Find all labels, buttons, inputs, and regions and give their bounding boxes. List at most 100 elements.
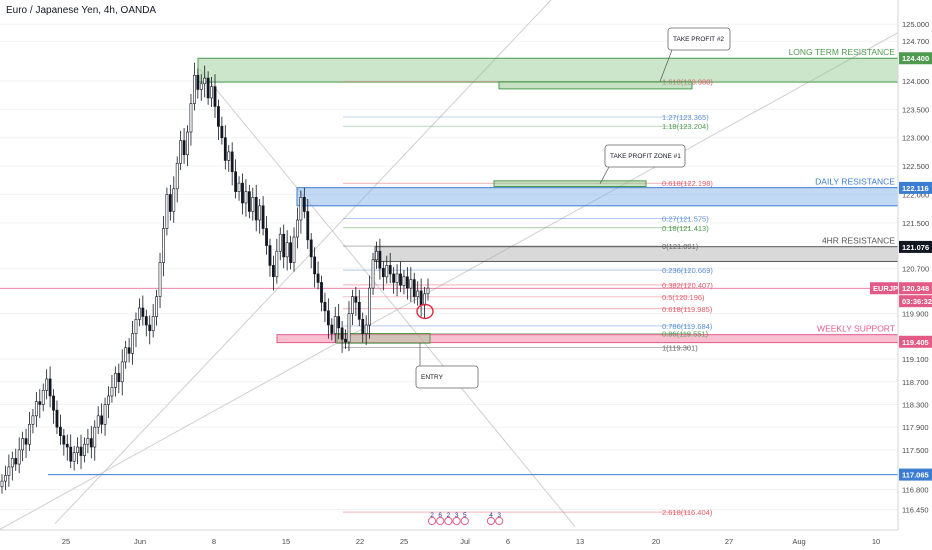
candle xyxy=(213,86,217,107)
candle xyxy=(52,395,55,411)
x-tick-label: Aug xyxy=(792,537,805,546)
candle xyxy=(144,316,148,326)
y-tick-label: 116.800 xyxy=(902,486,929,495)
candle xyxy=(234,171,238,192)
fib-label: 0.618(122.198) xyxy=(662,179,713,188)
candle xyxy=(4,475,7,482)
fib-label: 1(119.301) xyxy=(662,344,698,353)
zone-label: LONG TERM RESISTANCE xyxy=(789,47,896,57)
candle xyxy=(292,236,296,263)
time-axis: 25 Jun 8 15 22 25 Jul 6 13 20 27 Aug 10 xyxy=(0,529,898,546)
candle xyxy=(72,452,76,462)
candle xyxy=(41,389,45,405)
price-tag-bg xyxy=(899,335,932,348)
event-count: 6 xyxy=(438,512,442,519)
candle xyxy=(333,316,337,334)
candle xyxy=(124,347,128,363)
candle xyxy=(210,86,213,99)
price-tag: 03:36:32 xyxy=(899,295,932,308)
y-tick-label: 120.700 xyxy=(902,264,929,273)
event-count: 2 xyxy=(447,512,451,519)
event-icon xyxy=(427,516,437,526)
event-count: 3 xyxy=(455,512,459,519)
candle xyxy=(172,188,176,212)
x-tick-label: Jul xyxy=(460,537,470,546)
callout-box xyxy=(667,27,731,51)
price-tag-text: 03:36:32 xyxy=(902,297,932,306)
zone-label: 4HR RESISTANCE xyxy=(822,236,895,246)
candle xyxy=(423,293,426,306)
candle xyxy=(254,197,258,221)
fib-label: 1.18(123.204) xyxy=(662,122,709,131)
take-profit-2-box xyxy=(498,81,693,90)
price-tag: 122.116 xyxy=(899,181,932,194)
zone-rect xyxy=(374,246,899,262)
candle xyxy=(28,424,31,445)
candle xyxy=(196,74,200,90)
candle xyxy=(220,126,224,139)
price-tag-text: EURJPY xyxy=(873,284,903,293)
candle xyxy=(158,262,162,297)
zone-label: DAILY RESISTANCE xyxy=(815,177,895,187)
candle xyxy=(93,426,97,448)
price-tag-text: 117.065 xyxy=(902,471,929,480)
candle xyxy=(419,290,423,306)
candle xyxy=(83,443,86,456)
candle xyxy=(182,140,186,156)
fib-levels: 1.618(123.988)1.27(123.365)1.18(123.204)… xyxy=(343,78,713,517)
candle xyxy=(103,404,107,425)
candle xyxy=(175,162,179,190)
candle xyxy=(96,415,100,428)
x-tick-label: 10 xyxy=(872,537,880,546)
event-count: 3 xyxy=(497,512,501,519)
candle xyxy=(10,458,14,468)
candle xyxy=(0,480,4,488)
event-count: 5 xyxy=(463,512,467,519)
price-tag-text: 122.116 xyxy=(902,184,929,193)
candle xyxy=(405,276,409,289)
candle xyxy=(217,106,220,127)
take-profit-1-box xyxy=(493,180,647,188)
callout: TAKE PROFIT ZONE #1 xyxy=(599,144,686,184)
y-tick-label: 122.000 xyxy=(902,190,929,199)
zone-label: WEEKLY SUPPORT xyxy=(817,324,895,334)
event-count: 2 xyxy=(430,512,434,519)
callout: TAKE PROFIT #2 xyxy=(659,27,731,82)
candle xyxy=(392,273,396,283)
callout-pointer xyxy=(599,166,610,184)
y-tick-label: 124.000 xyxy=(902,77,929,86)
candle xyxy=(138,307,141,320)
y-tick-label: 117.500 xyxy=(902,446,929,455)
candle xyxy=(272,265,275,278)
trend-line xyxy=(0,32,899,530)
candle xyxy=(241,182,244,204)
zone-rect xyxy=(296,187,899,207)
candle xyxy=(316,273,320,283)
fib-label: 0.786(119.684) xyxy=(662,322,713,331)
x-tick-label: 15 xyxy=(282,537,290,546)
x-tick-label: Jun xyxy=(134,537,146,546)
candle xyxy=(107,395,110,405)
price-tag-bg xyxy=(870,282,898,295)
candle xyxy=(313,256,317,275)
grid xyxy=(0,23,898,510)
candle xyxy=(337,316,341,329)
candle xyxy=(203,77,207,85)
price-tag: 121.076 xyxy=(899,240,932,253)
candle xyxy=(199,83,203,90)
y-tick-label: 121.500 xyxy=(902,219,929,228)
candle xyxy=(131,333,134,354)
candle xyxy=(326,310,330,326)
candle xyxy=(21,438,25,451)
fib-label: 0.618(119.985) xyxy=(662,305,713,314)
candle xyxy=(31,415,35,425)
event-icon xyxy=(460,516,469,526)
candle xyxy=(351,296,354,314)
event-icon xyxy=(486,516,496,526)
candle xyxy=(168,194,172,212)
candle xyxy=(416,290,420,297)
zone-rect xyxy=(197,57,899,83)
candle xyxy=(179,140,183,164)
